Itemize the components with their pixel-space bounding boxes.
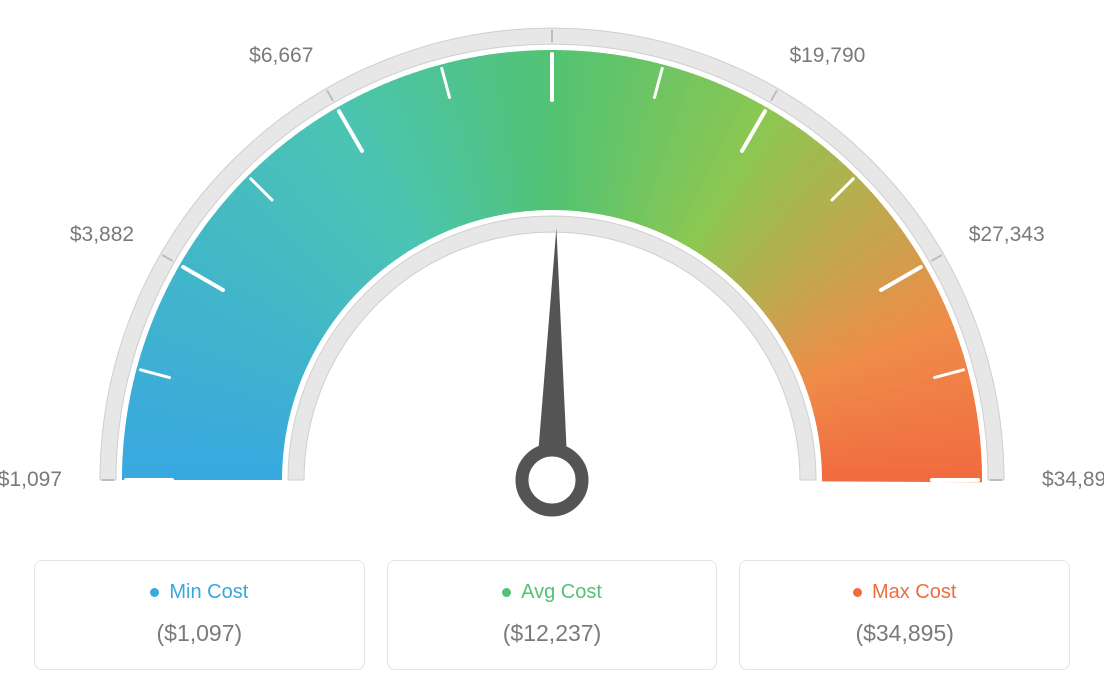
legend-title-min-text: Min Cost [169, 581, 248, 604]
legend-dot-min [150, 588, 159, 597]
legend-title-max: Max Cost [853, 581, 956, 604]
legend-dot-avg [502, 588, 511, 597]
legend-value-avg: ($12,237) [398, 620, 707, 647]
legend-row: Min Cost ($1,097) Avg Cost ($12,237) Max… [34, 560, 1070, 670]
gauge-chart: $1,097$3,882$6,667$12,237$19,790$27,343$… [0, 0, 1104, 520]
legend-title-min: Min Cost [150, 581, 248, 604]
legend-card-avg: Avg Cost ($12,237) [387, 560, 718, 670]
legend-card-min: Min Cost ($1,097) [34, 560, 365, 670]
legend-card-max: Max Cost ($34,895) [739, 560, 1070, 670]
legend-title-avg-text: Avg Cost [521, 581, 602, 604]
legend-title-avg: Avg Cost [502, 581, 602, 604]
legend-value-min: ($1,097) [45, 620, 354, 647]
legend-value-max: ($34,895) [750, 620, 1059, 647]
legend-title-max-text: Max Cost [872, 581, 956, 604]
gauge-svg [0, 0, 1104, 560]
legend-dot-max [853, 588, 862, 597]
